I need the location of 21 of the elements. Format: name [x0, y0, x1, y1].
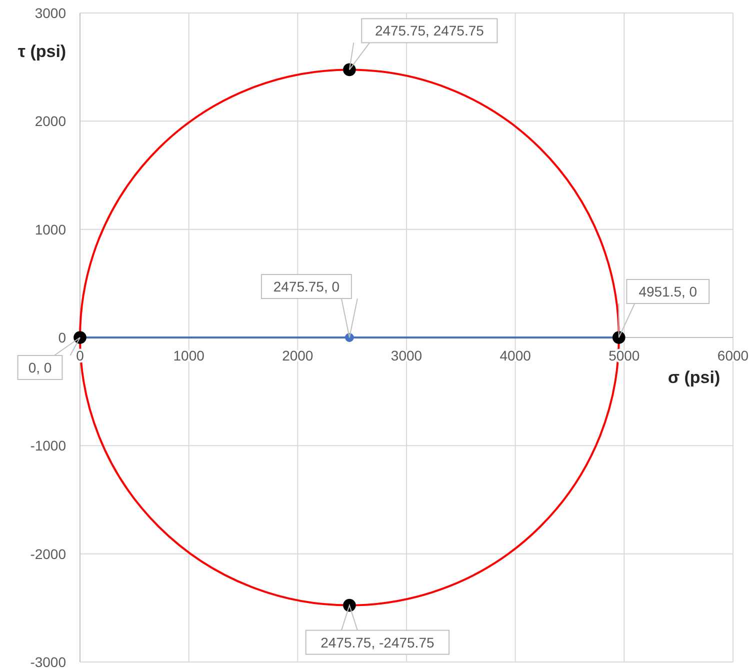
x-axis-title: σ (psi): [668, 368, 720, 387]
y-tick-label: 0: [58, 330, 66, 346]
x-tick-label: 6000: [717, 348, 749, 364]
y-tick-label: -3000: [30, 654, 66, 670]
y-tick-label: -1000: [30, 438, 66, 454]
x-tick-label: 3000: [390, 348, 422, 364]
x-tick-label: 4000: [500, 348, 532, 364]
data-label: 4951.5, 0: [638, 284, 698, 300]
x-tick-label: 2000: [282, 348, 314, 364]
data-label: 2475.75, 2475.75: [374, 22, 484, 39]
data-label: 0, 0: [28, 360, 52, 376]
point: [612, 331, 626, 344]
point: [74, 331, 86, 344]
y-tick-label: -2000: [30, 546, 66, 562]
data-label: 2475.75, 0: [273, 278, 340, 294]
y-tick-label: 3000: [34, 5, 66, 21]
x-tick-label: 1000: [173, 348, 205, 364]
data-label: 2475.75, -2475.75: [320, 634, 434, 650]
y-tick-label: 2000: [34, 113, 66, 130]
y-tick-label: 1000: [34, 221, 66, 238]
y-axis-title: τ (psi): [18, 42, 66, 61]
